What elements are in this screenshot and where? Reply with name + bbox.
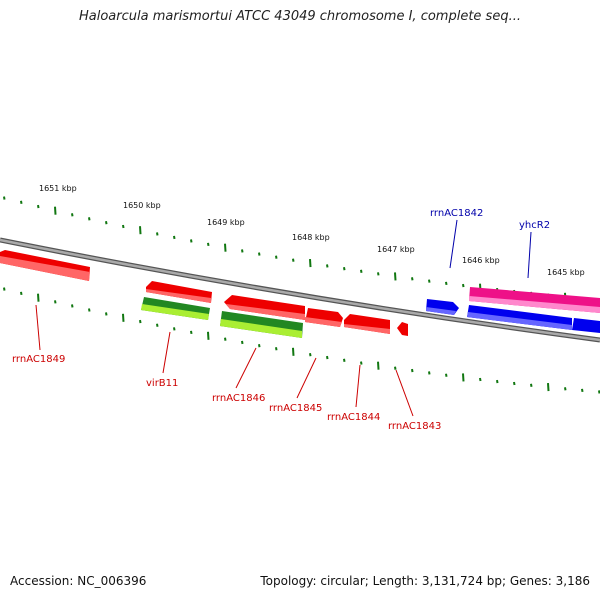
genome-summary-text: Topology: circular; Length: 3,131,724 bp… xyxy=(260,574,590,588)
gene-feature-yhcR2-magenta-shade xyxy=(469,296,600,313)
scale-tick xyxy=(343,358,346,363)
scale-tick xyxy=(462,373,465,382)
scale-tick xyxy=(173,235,176,240)
gene-feature-yhcR2-blue-shade xyxy=(467,312,572,330)
gene-feature-virB11-green-shade xyxy=(141,304,209,320)
scale-label-1645: 1645 kbp xyxy=(547,268,585,277)
gene-label-rrnAC1849: rrnAC1849 xyxy=(12,354,65,365)
scale-tick xyxy=(309,259,312,268)
gene-label-rrnAC1843: rrnAC1843 xyxy=(388,421,441,432)
gene-feature-blue-right[interactable] xyxy=(572,318,600,333)
scale-tick xyxy=(258,252,261,256)
scale-tick xyxy=(598,390,600,394)
scale-tick xyxy=(139,226,142,235)
scale-tick xyxy=(445,281,448,286)
scale-label-1650: 1650 kbp xyxy=(123,201,161,210)
scale-tick xyxy=(37,204,40,209)
scale-tick xyxy=(3,196,6,200)
scale-tick xyxy=(377,272,380,276)
scale-tick xyxy=(241,340,244,345)
scale-label-1648: 1648 kbp xyxy=(292,233,330,242)
scale-tick xyxy=(54,300,57,304)
scale-tick xyxy=(190,330,193,335)
scale-tick xyxy=(547,383,550,392)
gene-feature-virB11-red-shade xyxy=(146,289,211,303)
scale-tick xyxy=(258,343,261,348)
scale-tick xyxy=(411,368,414,373)
gene-label-rrnAC1844: rrnAC1844 xyxy=(327,412,380,423)
scale-tick xyxy=(411,277,414,281)
scale-tick xyxy=(428,371,431,375)
scale-label-1646: 1646 kbp xyxy=(462,256,500,265)
scale-tick xyxy=(156,323,159,327)
scale-tick xyxy=(88,217,91,221)
scale-tick xyxy=(581,388,584,393)
scale-tick xyxy=(122,313,125,322)
scale-tick xyxy=(173,327,176,331)
scale-label-1649: 1649 kbp xyxy=(207,218,245,227)
scale-tick xyxy=(394,366,397,370)
scale-tick xyxy=(88,308,91,312)
scale-tick xyxy=(326,355,329,360)
scale-tick xyxy=(445,373,448,377)
scale-tick xyxy=(360,269,363,273)
gene-label-rrnAC1845: rrnAC1845 xyxy=(269,403,322,414)
scale-tick xyxy=(564,387,567,391)
scale-tick xyxy=(275,347,278,351)
scale-tick xyxy=(156,232,159,236)
scale-tick xyxy=(71,213,74,217)
gene-label-rrnAC1846: rrnAC1846 xyxy=(212,393,265,404)
scale-tick xyxy=(360,361,363,365)
accession-text: Accession: NC_006396 xyxy=(10,574,147,588)
scale-tick xyxy=(105,221,108,225)
scale-label-1647: 1647 kbp xyxy=(377,245,415,254)
scale-tick xyxy=(394,272,397,281)
label-leader-lines xyxy=(35,219,532,417)
gene-feature-rrnAC1849-shade xyxy=(0,256,90,281)
scale-tick xyxy=(292,347,295,356)
inner-scale-ticks xyxy=(3,287,600,394)
chromosome-backbone-highlight xyxy=(0,238,600,342)
scale-tick xyxy=(343,266,346,271)
scale-tick xyxy=(496,379,499,384)
outer-scale-ticks xyxy=(3,196,600,302)
scale-tick xyxy=(122,224,125,229)
scale-tick xyxy=(71,304,74,308)
scale-tick xyxy=(530,383,533,387)
scale-tick xyxy=(309,353,312,357)
scale-tick xyxy=(20,291,23,296)
gene-feature-rrnAC1846-green-shade xyxy=(220,319,302,338)
gene-feature-rrnAC1846-red-shade xyxy=(226,304,305,320)
scale-tick xyxy=(241,249,244,253)
scale-tick xyxy=(207,331,210,340)
scale-tick xyxy=(190,239,193,243)
scale-tick xyxy=(139,319,142,324)
scale-tick xyxy=(224,243,227,252)
scale-tick xyxy=(292,258,295,262)
scale-tick xyxy=(428,279,431,283)
scale-tick xyxy=(224,337,227,341)
scale-tick xyxy=(54,206,57,215)
scale-tick xyxy=(377,361,380,370)
gene-label-rrnAC1842: rrnAC1842 xyxy=(430,208,483,219)
scale-label-1651: 1651 kbp xyxy=(39,184,77,193)
scale-tick xyxy=(275,255,278,259)
scale-tick xyxy=(37,293,40,302)
scale-tick xyxy=(20,200,23,205)
gene-label-virB11: virB11 xyxy=(146,378,178,389)
map-title: Haloarcula marismortui ATCC 43049 chromo… xyxy=(79,9,521,24)
gene-label-yhcR2: yhcR2 xyxy=(519,220,550,231)
gene-feature-rrnAC1843-red[interactable] xyxy=(397,322,408,336)
gene-feature-rrnAC1845-red-shade xyxy=(305,317,342,327)
scale-tick xyxy=(3,287,6,291)
gene-feature-rrnAC1842-shade xyxy=(426,307,456,315)
gene-feature-rrnAC1844-red-shade xyxy=(344,324,390,334)
scale-tick xyxy=(207,242,210,247)
scale-tick xyxy=(462,283,465,288)
scale-tick xyxy=(513,381,516,386)
scale-tick xyxy=(105,312,108,316)
scale-tick xyxy=(479,377,482,382)
scale-tick xyxy=(326,264,329,268)
